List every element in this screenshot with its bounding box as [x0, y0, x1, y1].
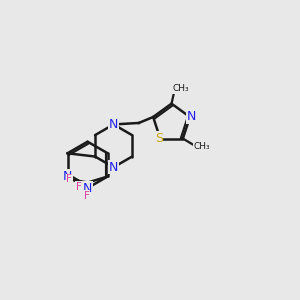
Text: S: S: [155, 132, 163, 145]
Text: N: N: [63, 170, 72, 183]
Text: F: F: [84, 191, 90, 201]
Text: CH₃: CH₃: [194, 142, 210, 151]
Text: N: N: [83, 182, 92, 194]
Text: F: F: [76, 182, 82, 192]
Text: CH₃: CH₃: [172, 84, 189, 93]
Text: N: N: [109, 118, 118, 131]
Text: N: N: [187, 110, 196, 124]
Text: F: F: [66, 174, 72, 184]
Text: N: N: [109, 161, 118, 174]
